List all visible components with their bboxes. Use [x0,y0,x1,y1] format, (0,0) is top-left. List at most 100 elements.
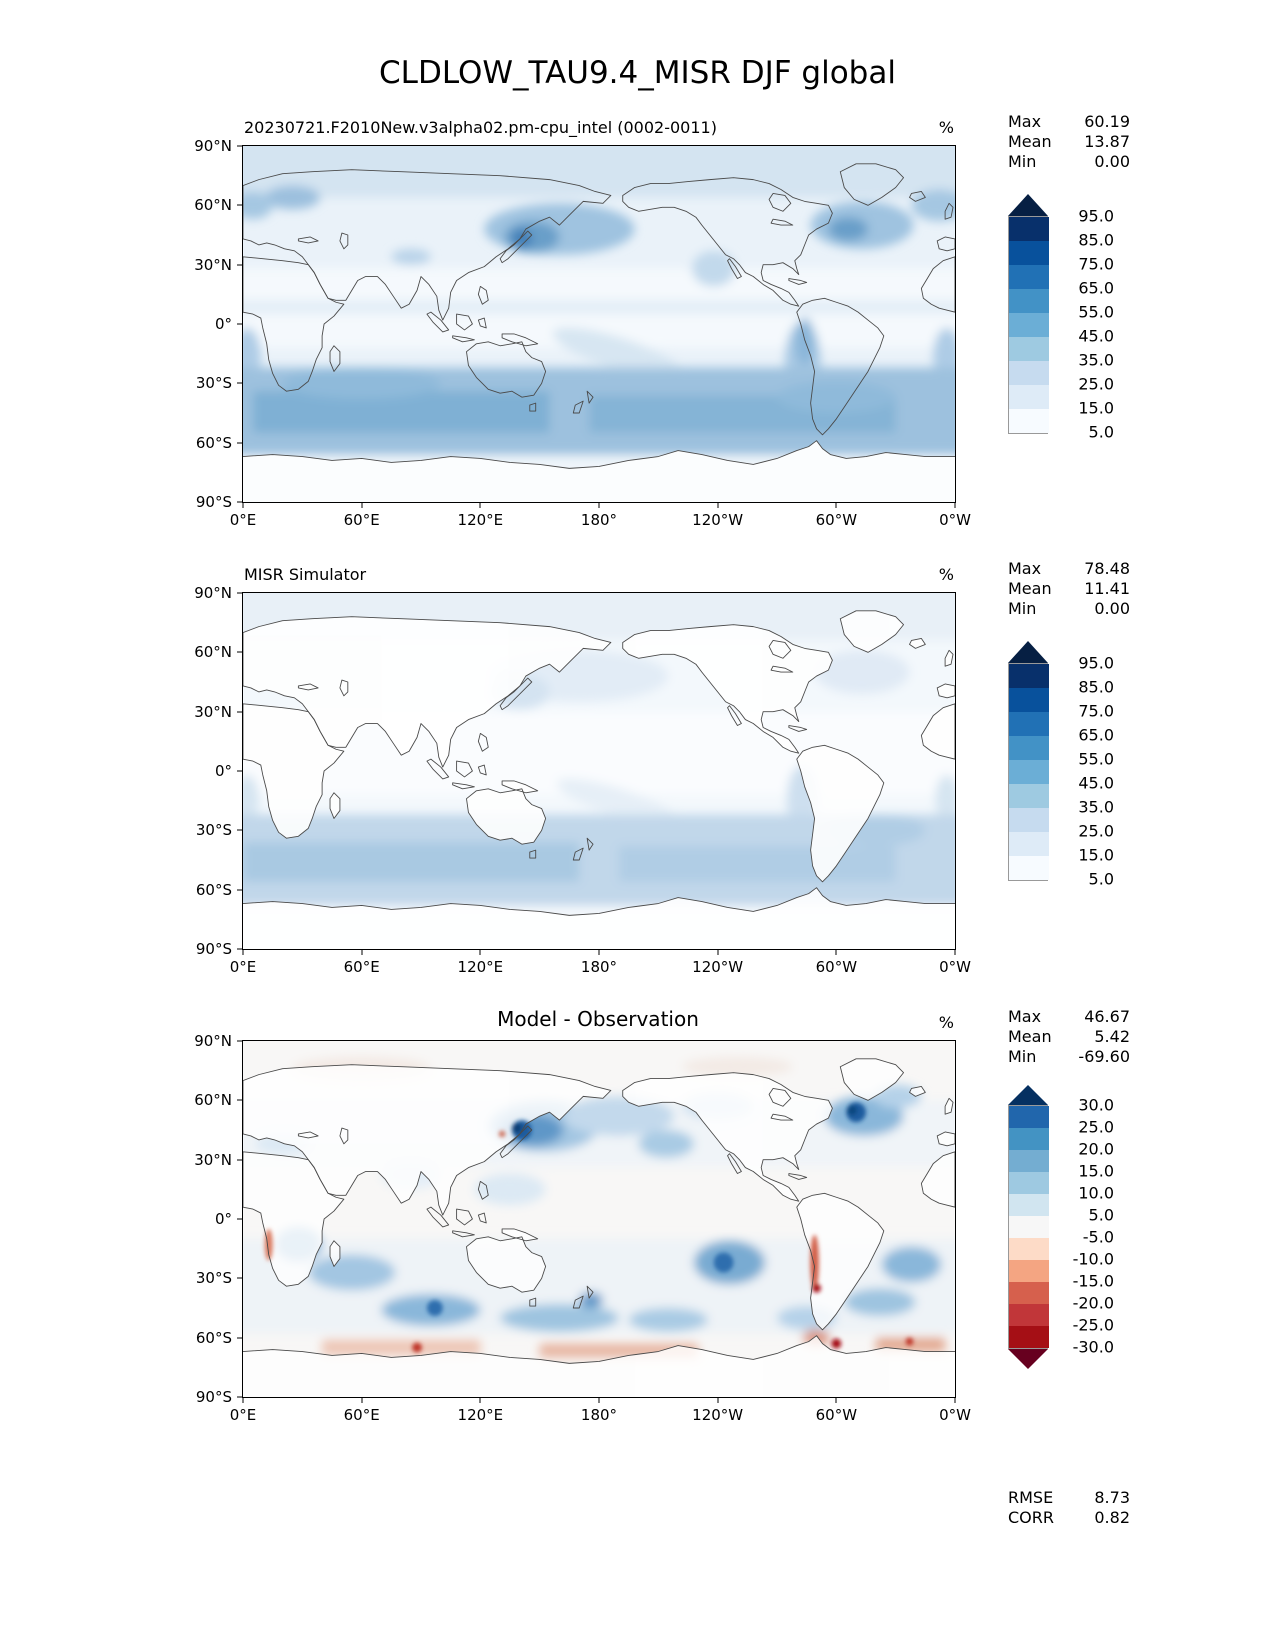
x-tick-mark [479,502,481,508]
colorbar-segment [1009,361,1049,385]
colorbar-segment [1009,241,1049,265]
colorbar-tick-label: 15.0 [1078,845,1114,865]
colorbar-tick-label: -20.0 [1072,1293,1114,1313]
panel-observation: MISR Simulator % Max 78.48 Mean 11.41 Min 0… [0,557,1275,1007]
difference-field-extremes [264,1102,914,1353]
x-tick-label: 60°W [815,958,858,976]
panel-model-units-label: % [938,118,954,137]
map-model: 90°N 60°N 30°N 0° 30°S 60°S 90°S 0°E 60°E 120°E 18… [194,137,971,529]
stat-label: Max [1008,559,1042,578]
colorbar-tick-label: -10.0 [1072,1249,1114,1269]
metric-value: 8.73 [1094,1488,1130,1507]
x-tick-mark [598,1397,600,1403]
stat-row-max: Max 78.48 [1008,559,1130,579]
colorbar-segment [1009,1194,1049,1216]
y-tick-label: 60°S [195,1328,232,1347]
colorbar-segment [1009,1326,1049,1348]
colorbar [1008,641,1049,903]
colorbar-extend-above [1008,641,1048,663]
x-tick-label: 0°W [939,958,971,976]
x-tick-label: 180° [580,1406,618,1424]
colorbar-segments [1008,663,1049,881]
stat-value: 0.00 [1094,599,1130,618]
stat-value: 60.19 [1084,112,1130,131]
panel-model-title: 20230721.F2010New.v3alpha02.pm-cpu_intel… [244,118,717,137]
colorbar-segments [1008,1105,1049,1349]
colorbar-tick-label: 15.0 [1078,398,1114,418]
colorbar-tick-label: 55.0 [1078,749,1114,769]
colorbar-model: 95.0 85.0 75.0 65.0 55.0 45.0 35.0 25.0 15.0 5.0 [1008,194,1208,494]
y-tick-label: 30°S [195,1269,232,1288]
colorbar-segment [1009,1282,1049,1304]
stat-value: 0.00 [1094,152,1130,171]
stat-label: Min [1008,1047,1037,1066]
stat-value: 5.42 [1094,1027,1130,1046]
map-model-svg [243,146,955,502]
x-tick-label: 120°W [692,958,744,976]
x-tick-mark [361,949,363,955]
colorbar-extend-above [1008,194,1048,216]
panel-observation-title: MISR Simulator [244,565,367,584]
metric-value: 0.82 [1094,1508,1130,1527]
figure-title: CLDLOW_TAU9.4_MISR DJF global [379,55,896,91]
map-observation: 90°N 60°N 30°N 0° 30°S 60°S 90°S 0°E 60°E 120°E 18… [194,584,971,976]
metric-label: RMSE [1008,1488,1054,1507]
colorbar-segment [1009,1128,1049,1150]
colorbar-tick-label: 65.0 [1078,725,1114,745]
colorbar [1008,1085,1049,1369]
x-tick-mark [954,949,956,955]
colorbar-segment [1009,1216,1049,1238]
panel-model: 20230721.F2010New.v3alpha02.pm-cpu_intel… [0,110,1275,560]
colorbar-segment [1009,1304,1049,1326]
stat-row-mean: Mean 13.87 [1008,132,1130,152]
y-tick-label: 90°S [195,940,232,958]
colorbar-tick-label: 25.0 [1078,374,1114,394]
stat-label: Mean [1008,1027,1052,1046]
x-tick-label: 0°W [939,1406,971,1424]
x-tick-label: 0°E [229,1406,257,1424]
x-tick-label: 0°E [229,511,257,529]
colorbar-difference: 30.0 25.0 20.0 15.0 10.0 5.0 -5.0 -10.0 -15.0 -20… [1008,1085,1208,1385]
colorbar-segment [1009,760,1049,784]
colorbar-tick-label: 35.0 [1078,797,1114,817]
stat-row-min: Min 0.00 [1008,599,1130,619]
colorbar-segment [1009,784,1049,808]
colorbar-tick-label: 75.0 [1078,701,1114,721]
panel-difference-units-label: % [938,1013,954,1032]
y-tick-label: 0° [214,315,232,333]
colorbar-segment [1009,832,1049,856]
x-tick-mark [835,502,837,508]
colorbar-segment [1009,1106,1049,1128]
y-tick-label: 30°N [194,702,232,721]
panel-difference-metrics: RMSE 8.73 CORR 0.82 [1008,1488,1130,1528]
metric-label: CORR [1008,1508,1054,1527]
y-tick-label: 60°N [194,1091,232,1110]
colorbar-segment [1009,265,1049,289]
y-tick-label: 90°N [194,1032,232,1050]
x-tick-label: 60°W [815,511,858,529]
panel-difference: Model - Observation % Max 46.67 Mean 5.42 … [0,1005,1275,1527]
colorbar-tick-label: 15.0 [1078,1161,1114,1181]
colorbar-tick-label: 75.0 [1078,254,1114,274]
y-tick-label: 30°N [194,1150,232,1169]
y-tick-label: 0° [214,762,232,780]
colorbar-segment [1009,385,1049,409]
y-tick-label: 90°S [195,1388,232,1406]
x-tick-mark [954,502,956,508]
stat-value: 11.41 [1084,579,1130,598]
colorbar [1008,194,1049,456]
stat-value: 13.87 [1084,132,1130,151]
colorbar-tick-label: 25.0 [1078,1117,1114,1137]
x-tick-label: 60°W [815,1406,858,1424]
colorbar-segment [1009,712,1049,736]
colorbar-observation: 95.0 85.0 75.0 65.0 55.0 45.0 35.0 25.0 15.0 5.0 [1008,641,1208,941]
colorbar-segment [1009,289,1049,313]
stat-value: -69.60 [1078,1047,1130,1066]
x-tick-label: 0°W [939,511,971,529]
colorbar-tick-label: 95.0 [1078,206,1114,226]
colorbar-tick-label: 5.0 [1088,869,1114,889]
stat-label: Min [1008,599,1037,618]
stat-label: Max [1008,1007,1042,1026]
x-tick-label: 0°E [229,958,257,976]
